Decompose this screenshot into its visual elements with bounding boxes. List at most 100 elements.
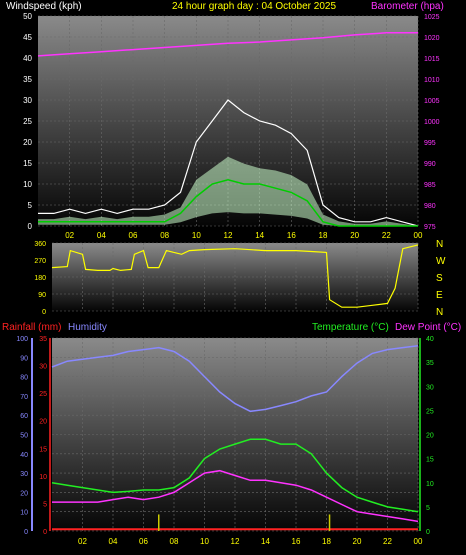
barometer-tick-label: 1010 <box>424 77 440 84</box>
barometer-tick-label: 1025 <box>424 14 440 21</box>
humidity-tick-label: 70 <box>20 394 28 401</box>
wind-tick-label: 25 <box>23 117 32 126</box>
time-tick-label: 10 <box>200 537 209 546</box>
time-tick-label: 16 <box>292 537 301 546</box>
barometer-tick-label: 1005 <box>424 98 440 105</box>
barometer-axis-label: Barometer (hpa) <box>371 1 444 12</box>
time-tick-label: 06 <box>139 537 148 546</box>
wind-tick-label: 45 <box>23 33 32 42</box>
barometer-line <box>37 32 418 57</box>
time-tick-label: 16 <box>287 231 296 240</box>
barometer-tick-label: 985 <box>424 182 436 189</box>
temperature-tick-label: 30 <box>426 384 434 391</box>
temperature-tick-label: 25 <box>426 408 434 415</box>
wind-average-line <box>38 179 418 227</box>
wind-tick-label: 10 <box>23 180 32 189</box>
gust-line <box>38 99 419 227</box>
wind-tick-label: 5 <box>28 201 33 210</box>
time-tick-label: 18 <box>319 231 328 240</box>
time-tick-label: 10 <box>192 231 201 240</box>
time-tick-label: 00 <box>414 537 423 546</box>
time-tick-label: 12 <box>231 537 240 546</box>
compass-label: E <box>436 290 443 301</box>
humidity-series <box>51 344 419 531</box>
direction-grid <box>52 242 419 312</box>
humidity-axis-label: Humidity <box>68 322 107 333</box>
dewpoint-axis-label: Dew Point (°C) <box>395 322 461 333</box>
barometer-tick-label: 1020 <box>424 35 440 42</box>
humidity-line <box>51 344 419 413</box>
barometer-tick-label: 980 <box>424 203 436 210</box>
direction-tick-label: 90 <box>38 292 46 299</box>
time-tick-label: 20 <box>353 537 362 546</box>
time-tick-label: 04 <box>109 537 118 546</box>
wind-tick-label: 50 <box>23 12 32 21</box>
wind-range-area <box>38 156 418 226</box>
rainfall-tick-label: 30 <box>39 364 47 371</box>
temperature-tick-label: 0 <box>426 529 430 536</box>
time-tick-label: 22 <box>382 231 391 240</box>
wind-tick-label: 20 <box>23 138 32 147</box>
compass-label: S <box>436 273 443 284</box>
time-tick-label: 14 <box>261 537 270 546</box>
wind-tick-label: 0 <box>28 222 33 231</box>
compass-label: N <box>436 239 443 250</box>
time-tick-label: 06 <box>129 231 138 240</box>
humidity-tick-label: 40 <box>20 452 28 459</box>
humidity-tick-label: 20 <box>20 490 28 497</box>
rainfall-tick-label: 20 <box>39 419 47 426</box>
time-tick-label: 22 <box>383 537 392 546</box>
barometer-tick-label: 1000 <box>424 119 440 126</box>
direction-tick-label: 360 <box>34 241 46 248</box>
rainfall-axis-label: Rainfall (mm) <box>2 322 61 333</box>
temperature-tick-label: 15 <box>426 457 434 464</box>
rainfall-tick-label: 10 <box>39 474 47 481</box>
humidity-tick-label: 30 <box>20 471 28 478</box>
temperature-tick-label: 40 <box>426 336 434 343</box>
temperature-axis-label: Temperature (°C) <box>312 322 389 333</box>
rainfall-tick-label: 15 <box>39 446 47 453</box>
time-tick-label: 14 <box>255 231 264 240</box>
temperature-tick-label: 5 <box>426 505 430 512</box>
wind-tick-labels: 0510152025303540455097598098599099510001… <box>23 12 440 240</box>
humidity-tick-label: 100 <box>16 336 28 343</box>
time-tick-label: 20 <box>350 231 359 240</box>
humidity-tick-label: 60 <box>20 413 28 420</box>
humidity-tick-labels: 0 10 20 30 40 50 60 70 80 90 10 00 5 10 15 20 25 30 35 0 5 10… <box>16 336 434 546</box>
humidity-tick-label: 90 <box>20 355 28 362</box>
barometer-tick-label: 975 <box>424 224 436 231</box>
rainfall-tick-label: 5 <box>43 501 47 508</box>
wind-tick-label: 40 <box>23 54 32 63</box>
time-tick-label: 02 <box>78 537 87 546</box>
wind-tick-label: 30 <box>23 96 32 105</box>
dewpoint-line <box>52 469 419 523</box>
time-tick-label: 02 <box>65 231 74 240</box>
time-tick-label: 12 <box>224 231 233 240</box>
wind-axis-label: Windspeed (kph) <box>6 1 82 12</box>
barometer-tick-label: 1015 <box>424 56 440 63</box>
time-tick-label: 00 <box>414 231 423 240</box>
chart-title: 24 hour graph day : 04 October 2025 <box>172 1 336 12</box>
temperature-tick-label: 20 <box>426 433 434 440</box>
barometer-tick-label: 995 <box>424 140 436 147</box>
wind-tick-label: 35 <box>23 75 32 84</box>
humidity-tick-label: 10 <box>20 510 28 517</box>
direction-tick-label: 180 <box>34 275 46 282</box>
humidity-tick-label: 50 <box>20 433 28 440</box>
barometer-tick-label: 990 <box>424 161 436 168</box>
compass-label: W <box>436 256 446 267</box>
temperature-tick-label: 35 <box>426 360 434 367</box>
temperature-tick-label: 10 <box>426 481 434 488</box>
humidity-tick-label: 80 <box>20 375 28 382</box>
direction-line <box>51 244 419 308</box>
rainfall-tick-label: 0 <box>43 529 47 536</box>
direction-tick-label: 270 <box>34 258 46 265</box>
rainfall-tick-label: 25 <box>39 391 47 398</box>
temperature-line <box>51 438 419 513</box>
wind-series <box>37 32 419 227</box>
time-tick-label: 08 <box>160 231 169 240</box>
time-tick-label: 08 <box>170 537 179 546</box>
time-tick-label: 04 <box>97 231 106 240</box>
